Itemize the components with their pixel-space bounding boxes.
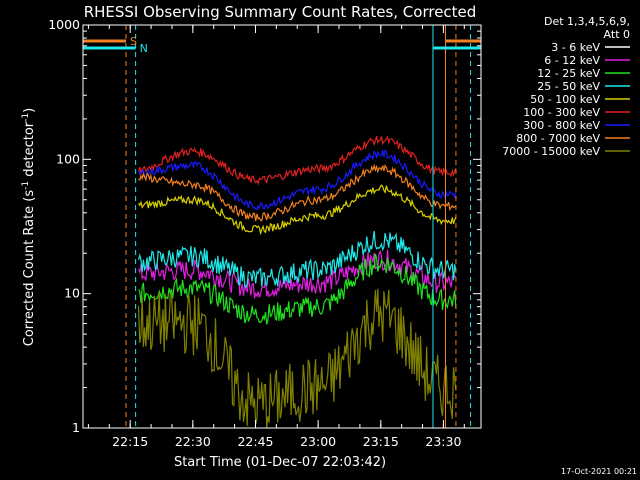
series-layer bbox=[137, 135, 457, 429]
y-tick-label: 1 bbox=[72, 420, 80, 435]
y-tick-label: 1000 bbox=[48, 17, 80, 32]
legend-label: 300 - 800 keV bbox=[523, 119, 600, 132]
legend-label: 800 - 7000 keV bbox=[516, 132, 600, 145]
series-line bbox=[137, 135, 457, 186]
legend-attenuator: Att 0 bbox=[604, 28, 630, 41]
x-tick-label: 23:30 bbox=[425, 434, 461, 449]
legend-label: 7000 - 15000 keV bbox=[502, 145, 600, 158]
series-line bbox=[138, 163, 457, 222]
y-tick-label: 100 bbox=[56, 151, 80, 166]
legend-label: 3 - 6 keV bbox=[551, 41, 600, 54]
x-tick-label: 23:00 bbox=[300, 434, 336, 449]
series-line bbox=[137, 184, 457, 236]
marker-label-n: N bbox=[140, 42, 148, 55]
marker-label-s: S bbox=[130, 35, 137, 48]
x-tick-label: 22:15 bbox=[112, 434, 148, 449]
plot-frame bbox=[82, 24, 482, 429]
legend-label: 100 - 300 keV bbox=[523, 106, 600, 119]
y-tick-label: 10 bbox=[64, 286, 80, 301]
series-line bbox=[137, 249, 457, 299]
x-tick-label: 23:15 bbox=[363, 434, 399, 449]
legend-detectors: Det 1,3,4,5,6,9, bbox=[544, 15, 630, 28]
y-axis-label: Corrected Count Rate (s-1 detector-1) bbox=[21, 108, 37, 346]
x-tick-label: 22:45 bbox=[237, 434, 273, 449]
legend-label: 12 - 25 keV bbox=[537, 67, 600, 80]
x-tick-label: 22:30 bbox=[175, 434, 211, 449]
y-axis: 1 10 100 1000 bbox=[48, 17, 481, 435]
x-axis-label: Start Time (01-Dec-07 22:03:42) bbox=[174, 455, 386, 470]
marker-layer: SN bbox=[83, 25, 481, 428]
series-line bbox=[138, 253, 457, 325]
x-axis: 22:15 22:30 22:45 23:00 23:15 23:30 bbox=[87, 25, 465, 449]
series-line bbox=[137, 149, 457, 211]
series-line bbox=[137, 231, 457, 289]
footer-timestamp: 17-Oct-2021 00:21 bbox=[561, 467, 637, 476]
legend-label: 50 - 100 keV bbox=[530, 93, 600, 106]
chart-title: RHESSI Observing Summary Count Rates, Co… bbox=[84, 3, 477, 21]
legend-label: 25 - 50 keV bbox=[537, 80, 600, 93]
series-line bbox=[137, 288, 457, 429]
legend-label: 6 - 12 keV bbox=[544, 54, 600, 67]
